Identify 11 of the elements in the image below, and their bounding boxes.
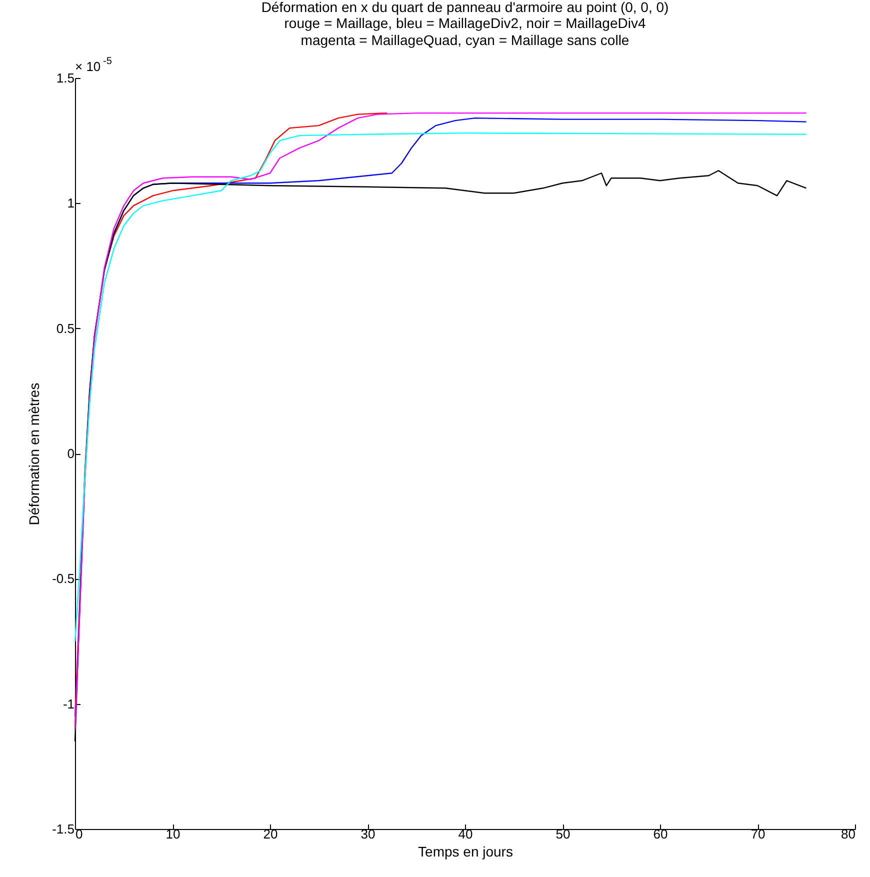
y-tick-label: 0.5 [56, 320, 74, 336]
x-axis-title: Temps en jours [418, 844, 513, 860]
y-tick-label: 1.5 [56, 70, 74, 86]
y-tick-label: -0.5 [52, 571, 74, 586]
chart-title: Déformation en x du quart de panneau d'armoire au point (0, 0, 0) [261, 0, 669, 15]
y-tick-label: 0 [67, 446, 74, 461]
y-tick-label: -1.5 [52, 822, 74, 836]
chart-subtitle: rouge = Maillage, bleu = MaillageDiv2, noir = MaillageDiv4 magenta = MaillageQuad, cyan = Maillage sans colle [284, 15, 646, 48]
y-tick-label: -1 [62, 696, 74, 712]
y-axis-title: Déformation en mètres [26, 382, 42, 526]
y-tick-label: 1 [67, 196, 74, 211]
